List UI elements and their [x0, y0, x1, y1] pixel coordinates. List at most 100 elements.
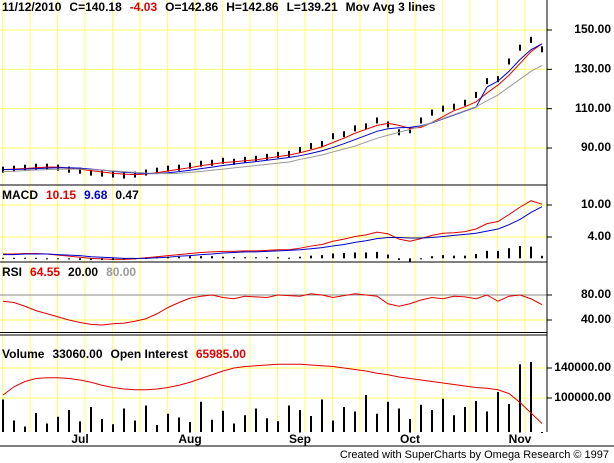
histogram-bar	[134, 258, 136, 260]
histogram-bar	[2, 399, 4, 432]
price-bar	[442, 105, 444, 112]
price-bar	[409, 127, 411, 134]
price-bar	[354, 125, 356, 132]
price-bar	[222, 157, 224, 164]
series-line	[2, 293, 543, 326]
histogram-bar	[123, 258, 125, 260]
price-bar	[101, 170, 103, 177]
price-bar	[123, 172, 125, 179]
histogram-bar	[35, 257, 37, 259]
price-bar	[453, 103, 455, 110]
histogram-bar	[354, 252, 356, 259]
histogram-bar	[13, 257, 15, 259]
y-tick-label: 90.00	[581, 140, 611, 154]
price-bar	[519, 44, 521, 51]
histogram-bar	[112, 424, 114, 432]
series-line	[3, 200, 543, 260]
series-line	[2, 64, 543, 175]
histogram-bar	[178, 256, 180, 259]
histogram-bar	[453, 415, 455, 432]
histogram-bar	[68, 258, 70, 260]
panel-header: Volume 33060.00 Open Interest 65985.00	[2, 347, 246, 361]
y-tick-label: 110.00	[575, 101, 611, 115]
histogram-bar	[409, 258, 411, 262]
price-bar	[299, 146, 301, 153]
header-item: H=142.86	[226, 0, 279, 14]
histogram-bar	[398, 408, 400, 432]
header-item: Volume	[2, 347, 45, 361]
x-tick-label: Nov	[509, 432, 532, 446]
price-bar	[321, 141, 323, 148]
price-bar	[112, 171, 114, 178]
histogram-bar	[200, 256, 202, 259]
histogram-bar	[398, 258, 400, 260]
histogram-bar	[101, 258, 103, 260]
histogram-bar	[508, 404, 510, 432]
header-item: 10.15	[46, 188, 76, 202]
histogram-bar	[13, 420, 15, 432]
histogram-bar	[530, 361, 532, 432]
histogram-bar	[233, 423, 235, 432]
price-bar	[508, 58, 510, 65]
histogram-bar	[46, 258, 48, 260]
histogram-bar	[464, 407, 466, 432]
price-bar	[431, 109, 433, 116]
histogram-bar	[387, 401, 389, 432]
panel-header: MACD 10.15 9.68 0.47	[2, 188, 139, 202]
histogram-bar	[365, 395, 367, 432]
histogram-bar	[167, 413, 169, 432]
histogram-bar	[90, 407, 92, 432]
price-bar	[343, 131, 345, 138]
histogram-bar	[387, 254, 389, 259]
price-bar	[266, 153, 268, 160]
histogram-bar	[200, 401, 202, 432]
histogram-bar	[123, 408, 125, 432]
panel-header: 11/12/2010 C=140.18 -4.03 O=142.86 H=142.86 L…	[2, 0, 436, 14]
histogram-bar	[156, 425, 158, 432]
y-tick-label: 150.00	[574, 22, 611, 36]
header-item: 64.55	[30, 265, 60, 279]
histogram-bar	[112, 258, 114, 260]
price-bar	[475, 91, 477, 98]
histogram-bar	[519, 246, 521, 259]
price-bar	[244, 156, 246, 163]
histogram-bar	[57, 258, 59, 260]
histogram-bar	[321, 399, 323, 432]
histogram-bar	[508, 248, 510, 259]
histogram-bar	[145, 405, 147, 432]
header-item: 11/12/2010	[2, 0, 62, 14]
histogram-bar	[244, 415, 246, 432]
histogram-bar	[24, 257, 26, 259]
header-item: 20.00	[68, 265, 98, 279]
series-line	[2, 43, 543, 176]
price-bar	[310, 143, 312, 150]
price-bar	[79, 167, 81, 174]
header-item: O=142.86	[165, 0, 218, 14]
histogram-bar	[431, 410, 433, 432]
histogram-bar	[134, 420, 136, 432]
x-tick-label: Aug	[178, 432, 201, 446]
histogram-bar	[79, 258, 81, 260]
histogram-bar	[420, 404, 422, 432]
histogram-bar	[266, 257, 268, 259]
histogram-bar	[288, 405, 290, 432]
price-bar	[24, 164, 26, 171]
histogram-bar	[530, 246, 532, 259]
histogram-bar	[332, 420, 334, 432]
panel-header: RSI 64.55 20.00 80.00	[2, 265, 136, 279]
histogram-bar	[431, 256, 433, 259]
histogram-bar	[475, 254, 477, 259]
header-item: RSI	[2, 265, 22, 279]
price-bar	[365, 123, 367, 130]
histogram-bar	[2, 257, 4, 259]
header-item: -4.03	[130, 0, 158, 14]
histogram-bar	[541, 432, 543, 433]
footer: Created with SuperCharts by Omega Resear…	[340, 449, 609, 461]
histogram-bar	[376, 251, 378, 259]
price-bar	[420, 117, 422, 124]
histogram-bar	[288, 257, 290, 259]
price-bar	[167, 165, 169, 172]
header-item: C=140.18	[69, 0, 122, 14]
